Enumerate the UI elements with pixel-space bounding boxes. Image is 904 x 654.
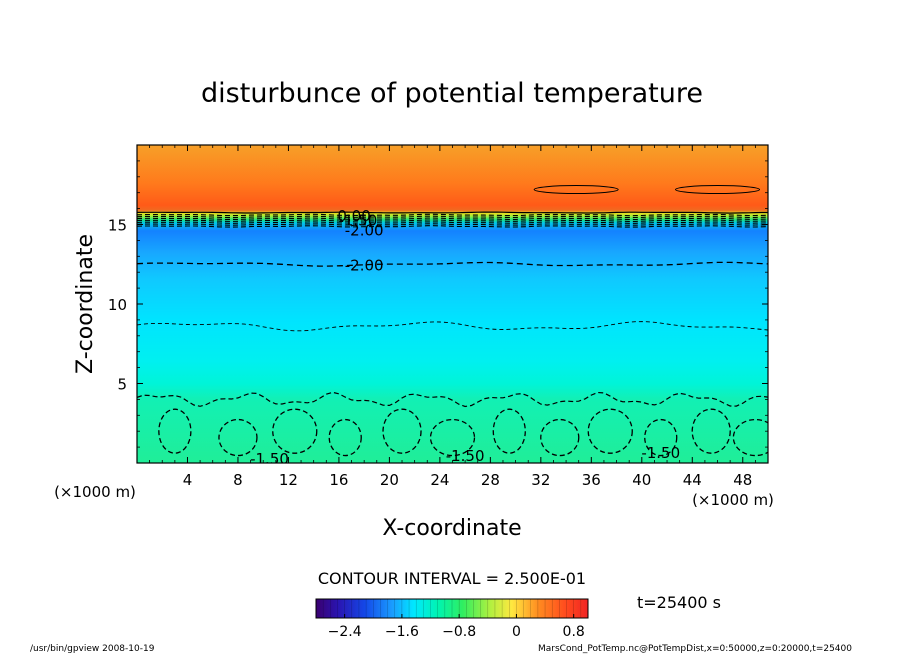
x-tick-label: 20	[380, 471, 399, 489]
contour-label: -1.50	[250, 450, 289, 468]
y-axis-label: Z-coordinate	[73, 234, 98, 374]
contour-cell	[158, 408, 192, 454]
contour-dashed-line	[137, 391, 768, 408]
contour-cell	[540, 418, 580, 457]
contour-cell	[272, 408, 318, 454]
x-tick-label: 8	[233, 471, 243, 489]
contour-labels: 0.00-1.50-2.00-2.00-1.50 -1.50 -1.50	[250, 207, 680, 468]
contour-cell	[429, 418, 476, 457]
contour-dashed-line	[137, 321, 768, 332]
heatmap-field	[137, 145, 768, 463]
contour-label: 0.00	[337, 207, 370, 225]
colorbar-tick-label: −1.6	[385, 624, 419, 640]
colorbar-ticks: −2.4 −1.6 −0.8 0 0.8	[328, 614, 585, 640]
colorbar-tick-label: −0.8	[442, 624, 476, 640]
colorbar-tick-label: 0.8	[563, 624, 585, 640]
x-unit-right: (×1000 m)	[692, 491, 774, 509]
contour-dashed-line	[137, 215, 768, 219]
contour-dashed-line	[137, 223, 768, 226]
contour-dashed-line	[137, 221, 768, 224]
contour-cell	[492, 408, 526, 454]
colorbar-tick-label: 0	[512, 624, 521, 640]
contour-label: -1.50	[446, 447, 485, 465]
x-tick-label: 24	[430, 471, 449, 489]
contour-dashed-line	[137, 261, 768, 267]
footer-left: /usr/bin/gpview 2008-10-19	[30, 644, 155, 654]
plot-area: 0.00-1.50-2.00-2.00-1.50 -1.50 -1.50	[137, 145, 768, 468]
contour-cell	[587, 408, 633, 454]
contour-label: -1.50	[338, 212, 377, 230]
colorbar-tick-label: −2.4	[328, 624, 362, 640]
x-tick-label: 4	[183, 471, 193, 489]
x-tick-label: 48	[733, 471, 752, 489]
x-axis-ticks: 4 8 12 16 20 24 28 32 36 40 44 48	[149, 145, 756, 489]
x-tick-label: 40	[632, 471, 651, 489]
contour-dashed-line	[137, 219, 768, 222]
x-unit-left: (×1000 m)	[54, 483, 136, 501]
contour-dashed-line	[137, 225, 768, 228]
y-tick-label: 10	[108, 296, 127, 314]
x-tick-label: 28	[481, 471, 500, 489]
contour-label: -2.00	[345, 221, 384, 239]
contour-label: -1.50	[641, 444, 680, 462]
x-tick-label: 36	[582, 471, 601, 489]
contour-dashed-line	[137, 217, 768, 221]
time-text: t=25400 s	[637, 593, 721, 612]
contour-cell	[644, 418, 678, 457]
chart-title: disturbunce of potential temperature	[201, 78, 703, 109]
y-tick-label: 15	[108, 217, 127, 235]
contour-cell	[218, 418, 258, 457]
y-axis-ticks: 5 10 15	[108, 160, 768, 448]
contour-interval-text: CONTOUR INTERVAL = 2.500E-01	[318, 569, 586, 588]
footer-right: MarsCond_PotTemp.nc@PotTempDist,x=0:5000…	[538, 644, 852, 654]
x-axis-label: X-coordinate	[382, 516, 521, 541]
x-tick-label: 16	[329, 471, 348, 489]
x-tick-label: 32	[531, 471, 550, 489]
contour-cell	[382, 408, 422, 454]
y-tick-label: 5	[117, 376, 127, 394]
x-tick-label: 12	[279, 471, 298, 489]
contour-label: -2.00	[345, 256, 384, 274]
contour-cell	[691, 408, 731, 454]
x-tick-label: 44	[683, 471, 702, 489]
contour-dashed-line	[137, 213, 768, 217]
contour-closed-loop	[533, 185, 619, 195]
contour-cell	[328, 418, 362, 457]
contour-closed-loop	[675, 185, 761, 195]
contour-zero-line	[137, 211, 768, 214]
contour-lines	[137, 185, 768, 457]
